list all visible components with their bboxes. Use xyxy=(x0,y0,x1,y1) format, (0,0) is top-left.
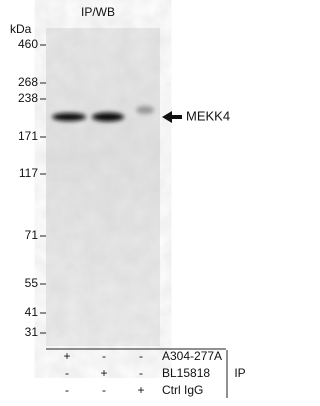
row-label: A304-277A xyxy=(162,349,222,363)
lane-sign: - xyxy=(102,349,106,363)
ip-label: IP xyxy=(234,366,245,380)
target-label: MEKK4 xyxy=(186,108,230,123)
blot-title: IP/WB xyxy=(81,5,115,19)
lane-table: + - - A304-277A - + - BL15818 - - + Ctrl IgG xyxy=(63,349,222,397)
lane-sign: + xyxy=(100,366,107,380)
marker-label: 171 xyxy=(18,129,38,143)
band xyxy=(136,106,154,114)
unit-label: kDa xyxy=(10,22,32,36)
marker-label: 460 xyxy=(18,37,38,51)
membrane-texture xyxy=(46,28,160,346)
lane-sign: - xyxy=(102,383,106,397)
lane-sign: + xyxy=(63,349,70,363)
row-label: Ctrl IgG xyxy=(162,383,203,397)
marker-label: 31 xyxy=(25,325,39,339)
band xyxy=(92,112,124,122)
lane-sign: - xyxy=(139,366,143,380)
lane-sign: - xyxy=(139,349,143,363)
band xyxy=(52,113,86,121)
marker-label: 268 xyxy=(18,75,38,89)
marker-label: 238 xyxy=(18,91,38,105)
marker-label: 55 xyxy=(25,276,39,290)
marker-group: 460 268 238 171 117 71 55 41 31 xyxy=(18,37,46,339)
arrow xyxy=(162,111,182,123)
row-label: BL15818 xyxy=(162,366,210,380)
lane-sign: - xyxy=(65,383,69,397)
lane-sign: - xyxy=(65,366,69,380)
marker-label: 41 xyxy=(25,305,39,319)
marker-label: 71 xyxy=(25,228,39,242)
marker-label: 117 xyxy=(19,166,38,180)
lane-sign: + xyxy=(137,383,144,397)
